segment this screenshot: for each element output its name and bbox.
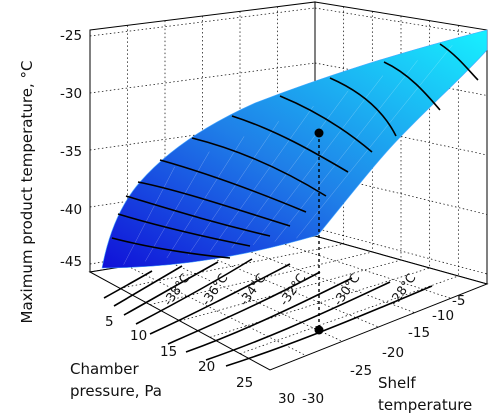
- floor-grid-line-x: [239, 275, 459, 354]
- y-tick-label: -25: [350, 363, 372, 379]
- surface-contour: [279, 95, 373, 153]
- surface-contour: [117, 213, 251, 247]
- surface-mesh: [123, 45, 453, 265]
- floor-contour: [185, 277, 353, 353]
- surface-marker: [314, 128, 324, 138]
- surface-contour: [439, 43, 479, 81]
- surface-contour: [111, 237, 231, 259]
- floor-contour: [123, 261, 219, 316]
- surface-contour: [329, 77, 397, 137]
- floor-marker: [314, 325, 324, 335]
- floor-grid-line-y: [239, 247, 415, 313]
- z-tick-label: -40: [60, 202, 82, 218]
- y-tick-label: -5: [452, 293, 465, 309]
- x-tick-label: 5: [105, 314, 114, 330]
- floor-contour: [225, 285, 433, 367]
- x-tick-label: 15: [160, 344, 177, 360]
- floor-contour: [103, 270, 153, 299]
- mesh-line: [253, 75, 384, 246]
- floor-grid-line-y: [164, 259, 343, 342]
- marked-point-group: [314, 128, 324, 335]
- floor-contour: [113, 265, 183, 307]
- mesh-line: [209, 105, 314, 252]
- back-grid-h-right: [314, 7, 488, 37]
- x-axis-title: Chamber pressure, Pa: [70, 360, 162, 400]
- z-axis-title: Maximum product temperature, °C: [18, 61, 36, 324]
- mesh-line: [274, 60, 418, 242]
- mesh-line: [296, 45, 453, 239]
- y-axis-title: Shelf temperature: [378, 374, 472, 414]
- surface-contours: [111, 43, 479, 259]
- surface: [101, 29, 488, 269]
- floor-contours: [103, 258, 433, 367]
- back-grid-h-right: [314, 62, 488, 96]
- surface-contour: [137, 181, 291, 227]
- y-tick-label: -15: [408, 325, 430, 341]
- x-axis-ticks: 5 10 15 20 25 30: [105, 314, 295, 407]
- y-tick-label: -10: [432, 308, 454, 324]
- z-tick-label: -30: [60, 86, 82, 102]
- floor-contour: [205, 281, 391, 361]
- x-axis-title-line2: pressure, Pa: [70, 382, 162, 400]
- surface-contour: [125, 195, 271, 237]
- z-tick-label: -35: [60, 144, 82, 160]
- surface-patch: [101, 29, 488, 269]
- surface-contour: [159, 159, 307, 213]
- mesh-line: [166, 136, 245, 259]
- back-grid-h-left: [89, 7, 316, 37]
- surface-contour: [191, 137, 327, 197]
- floor: [88, 235, 489, 371]
- floor-contour: [135, 258, 253, 325]
- z-tick-label: -25: [60, 28, 82, 44]
- y-axis-title-line2: temperature: [378, 396, 472, 414]
- floor-contour: [149, 263, 291, 335]
- mesh-line: [188, 121, 280, 255]
- surface-contour: [231, 115, 349, 173]
- z-tick-label: -45: [60, 254, 82, 270]
- x-tick-label: 20: [198, 359, 215, 375]
- y-axis-ticks: -5-10-15-20 -25 -30: [302, 293, 465, 407]
- y-tick-label: -20: [382, 345, 404, 361]
- x-axis-title-line1: Chamber: [70, 360, 140, 378]
- z-axis-ticks: -25 -30 -35 -40 -45: [60, 28, 82, 270]
- y-axis-title-line1: Shelf: [378, 374, 416, 392]
- x-tick-label: 30: [278, 391, 295, 407]
- x-tick-label: 10: [130, 328, 147, 344]
- y-tick-label: -30: [302, 391, 324, 407]
- mesh-line: [144, 151, 210, 262]
- mesh-line: [123, 166, 175, 265]
- floor-contour: [167, 271, 321, 345]
- surface-contour: [383, 61, 441, 111]
- x-tick-label: 25: [236, 375, 253, 391]
- mesh-line: [231, 90, 349, 249]
